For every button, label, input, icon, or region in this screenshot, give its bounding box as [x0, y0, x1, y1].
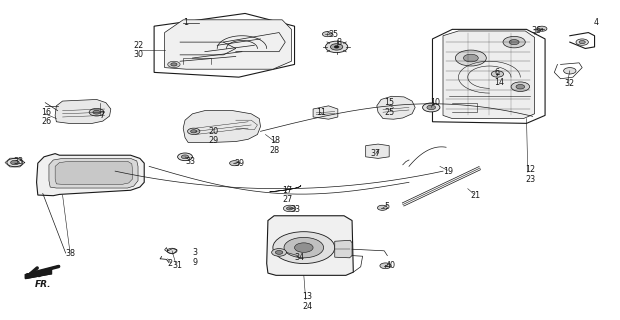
Text: 38: 38 — [66, 250, 76, 259]
Circle shape — [7, 158, 23, 167]
Circle shape — [564, 68, 576, 74]
Circle shape — [272, 249, 286, 256]
Polygon shape — [25, 266, 60, 275]
Text: 13
24: 13 24 — [303, 292, 312, 311]
Text: 39: 39 — [234, 159, 245, 168]
Polygon shape — [443, 31, 534, 119]
Text: 12
23: 12 23 — [525, 165, 536, 184]
Circle shape — [579, 41, 585, 44]
Polygon shape — [55, 100, 111, 123]
Polygon shape — [313, 106, 338, 119]
Text: 7: 7 — [100, 111, 105, 120]
Circle shape — [275, 251, 283, 254]
Circle shape — [330, 44, 343, 50]
Text: 15
25: 15 25 — [384, 98, 394, 117]
Circle shape — [537, 26, 547, 31]
Text: 6
14: 6 14 — [494, 68, 504, 86]
Circle shape — [509, 40, 519, 45]
Text: 3
9: 3 9 — [192, 248, 198, 267]
Polygon shape — [49, 158, 138, 188]
Text: 16
26: 16 26 — [41, 108, 51, 126]
Circle shape — [334, 46, 339, 48]
Text: 8: 8 — [337, 38, 342, 47]
Text: 20
29: 20 29 — [208, 127, 218, 146]
Text: 35: 35 — [329, 30, 339, 39]
Text: 1: 1 — [183, 19, 188, 28]
Text: 33: 33 — [290, 205, 300, 214]
Text: 32: 32 — [565, 79, 575, 88]
Text: FR.: FR. — [35, 280, 51, 289]
Text: 2: 2 — [168, 259, 173, 268]
Text: 33: 33 — [13, 157, 23, 166]
Circle shape — [463, 54, 478, 62]
Circle shape — [177, 153, 192, 161]
Circle shape — [380, 263, 391, 269]
Circle shape — [326, 41, 348, 52]
Circle shape — [378, 205, 388, 210]
Polygon shape — [267, 216, 353, 275]
Text: 10: 10 — [431, 98, 441, 107]
Circle shape — [455, 50, 486, 66]
Circle shape — [190, 130, 197, 133]
Polygon shape — [335, 240, 352, 258]
Circle shape — [294, 243, 313, 252]
Circle shape — [171, 63, 177, 66]
Circle shape — [503, 36, 525, 48]
Text: 31: 31 — [172, 261, 183, 270]
Circle shape — [187, 128, 200, 134]
Circle shape — [273, 232, 335, 264]
Text: 19: 19 — [443, 167, 453, 176]
Circle shape — [576, 39, 588, 45]
Text: 33: 33 — [185, 157, 195, 166]
Polygon shape — [25, 269, 51, 278]
Text: 18
28: 18 28 — [270, 136, 280, 155]
Text: 17
27: 17 27 — [282, 186, 293, 204]
Circle shape — [167, 248, 177, 253]
Circle shape — [11, 160, 19, 165]
Circle shape — [286, 207, 293, 210]
Circle shape — [516, 84, 525, 89]
Text: 4: 4 — [593, 19, 598, 28]
Circle shape — [229, 161, 239, 166]
Polygon shape — [55, 161, 133, 185]
Polygon shape — [165, 20, 291, 69]
Polygon shape — [37, 154, 144, 196]
Circle shape — [427, 105, 436, 110]
Circle shape — [322, 32, 332, 37]
Polygon shape — [366, 144, 389, 158]
Circle shape — [423, 103, 440, 112]
Text: 36: 36 — [531, 27, 541, 36]
Text: 11: 11 — [316, 108, 326, 117]
Circle shape — [491, 71, 503, 77]
Text: 40: 40 — [386, 261, 396, 270]
Polygon shape — [183, 111, 260, 142]
Circle shape — [168, 61, 180, 68]
Text: 34: 34 — [294, 253, 304, 262]
Circle shape — [93, 110, 100, 114]
Text: 22
30: 22 30 — [134, 41, 144, 60]
Polygon shape — [25, 269, 51, 278]
Circle shape — [181, 155, 188, 159]
Text: 21: 21 — [471, 190, 481, 200]
Circle shape — [283, 205, 296, 212]
Circle shape — [511, 82, 529, 92]
Polygon shape — [377, 96, 415, 119]
Circle shape — [284, 237, 324, 258]
Circle shape — [89, 108, 104, 116]
Text: 5: 5 — [384, 202, 389, 211]
Text: 37: 37 — [371, 149, 381, 158]
